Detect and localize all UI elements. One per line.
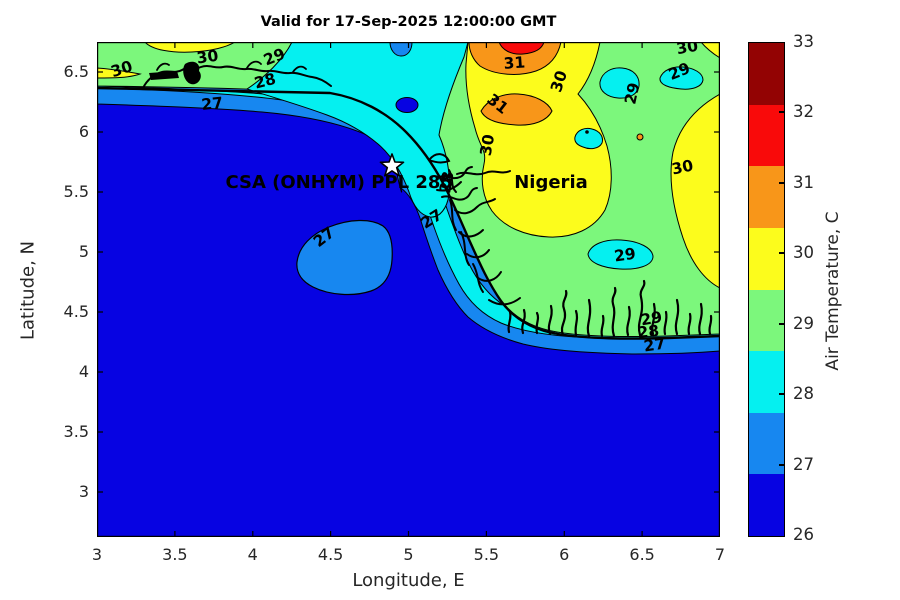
colorbar-tickmark-29 (779, 322, 784, 325)
y-tick-5.5: 5.5 (63, 182, 89, 201)
contour-label-30: 30 (547, 68, 571, 94)
contour-label-28: 28 (436, 170, 457, 194)
delta-creeks (428, 153, 521, 306)
colorbar-tickmark-30 (779, 252, 784, 255)
colorbar-band-30 (749, 227, 784, 290)
contour-label-29: 29 (621, 81, 643, 106)
contour-band-30-region-topleft (144, 42, 236, 53)
contour-band-27-top-notch (389, 42, 413, 57)
contour-band-31-speck (636, 133, 644, 141)
contour-band-30-region-topright-corner (700, 42, 720, 59)
colorbar-tick-33: 33 (793, 32, 814, 51)
contour-label-30: 30 (477, 133, 499, 158)
contour-band-28-blob-2 (659, 66, 704, 90)
contour-label-28: 28 (637, 322, 660, 342)
x-tick-6: 6 (559, 545, 570, 564)
contour-label-29: 29 (613, 245, 637, 266)
colorbar-band-31 (749, 165, 784, 228)
contour-label-30: 30 (196, 47, 220, 68)
axes-frame (97, 42, 720, 537)
colorbar-tickmark-28 (779, 393, 784, 396)
colorbar-tickmark-27 (779, 463, 784, 466)
y-tick-4.5: 4.5 (63, 302, 89, 321)
x-tick-3.5: 3.5 (162, 545, 188, 564)
x-tick-5: 5 (403, 545, 414, 564)
contour-band-30-region-leftedge (97, 67, 142, 79)
contour-label-30: 30 (670, 156, 695, 178)
colorbar-tickmark-32 (779, 111, 784, 114)
colorbar-band-26 (749, 473, 784, 536)
y-tick-6.5: 6.5 (63, 62, 89, 81)
y-axis-label: Latitude, N (17, 241, 39, 340)
y-tick-4: 4 (78, 362, 89, 381)
colorbar-tick-29: 29 (793, 313, 814, 333)
x-tick-6.5: 6.5 (629, 545, 655, 564)
colorbar-band-28 (749, 350, 784, 413)
colorbar-band-29 (749, 289, 784, 352)
contour-band-30-region-central (465, 42, 612, 238)
x-tick-7: 7 (714, 545, 726, 564)
mangrove-creeks (507, 279, 713, 338)
contour-band-30-region-right (670, 93, 720, 289)
colorbar-tick-32: 32 (793, 102, 814, 122)
colorbar-tick-27: 27 (793, 454, 814, 474)
contour-label-30: 30 (675, 42, 700, 58)
contour-band-28-blob-1 (599, 67, 640, 99)
x-tick-3: 3 (91, 545, 103, 564)
contour-label-28: 28 (252, 70, 277, 93)
contour-band-28-tongue-region (245, 42, 469, 218)
colorbar-band-32 (749, 104, 784, 167)
y-tick-3: 3 (78, 482, 89, 501)
colorbar-band-27 (749, 412, 784, 475)
y-tick-6: 6 (78, 122, 89, 141)
x-tick-4: 4 (247, 545, 258, 564)
x-axis-label: Longitude, E (352, 570, 465, 591)
x-tick-4.5: 4.5 (317, 545, 344, 564)
colorbar-band-33 (749, 42, 784, 105)
contour-band-28-blob-4 (587, 239, 654, 270)
map-speck (585, 130, 589, 134)
contour-band-28-blob-3 (574, 127, 603, 150)
map-plot-area: 30 30 29 28 27 31 31 30 30 29 29 30 28 30 27 27 29 29 28 27… (97, 42, 720, 537)
x-tick-5.5: 5.5 (473, 545, 500, 564)
map-annotation-0: CSA (ONHYM) PPL 285 (225, 172, 453, 193)
map-annotation-1: Nigeria (514, 172, 588, 193)
y-tick-5: 5 (78, 242, 89, 261)
contour-label-31: 31 (503, 53, 526, 72)
contour-label-27: 27 (643, 335, 667, 356)
contour-label-30: 30 (109, 57, 135, 81)
y-tick-3.5: 3.5 (63, 422, 89, 441)
figure-title: Valid for 17-Sep-2025 12:00:00 GMT (260, 14, 557, 30)
colorbar-tick-30: 30 (793, 243, 814, 263)
contour-band-26-pocket (395, 97, 419, 113)
colorbar-tick-26: 26 (793, 525, 814, 544)
contour-label-29: 29 (639, 308, 663, 329)
colorbar-tick-31: 31 (793, 172, 814, 192)
map-annotations: CSA (ONHYM) PPL 285 Nigeria (225, 172, 587, 193)
star-marker (379, 153, 405, 177)
colorbar-tick-28: 28 (793, 384, 814, 404)
colorbar-label: Air Temperature, C (823, 211, 843, 371)
colorbar (748, 42, 785, 537)
contour-band-31-region-blob (480, 93, 553, 126)
colorbar-tickmark-31 (779, 181, 784, 184)
contour-label-27: 27 (201, 94, 224, 114)
contour-band-32-region (498, 42, 545, 55)
lagoon-landmass (149, 61, 201, 85)
contour-band-27-offshore-blob (296, 219, 393, 296)
